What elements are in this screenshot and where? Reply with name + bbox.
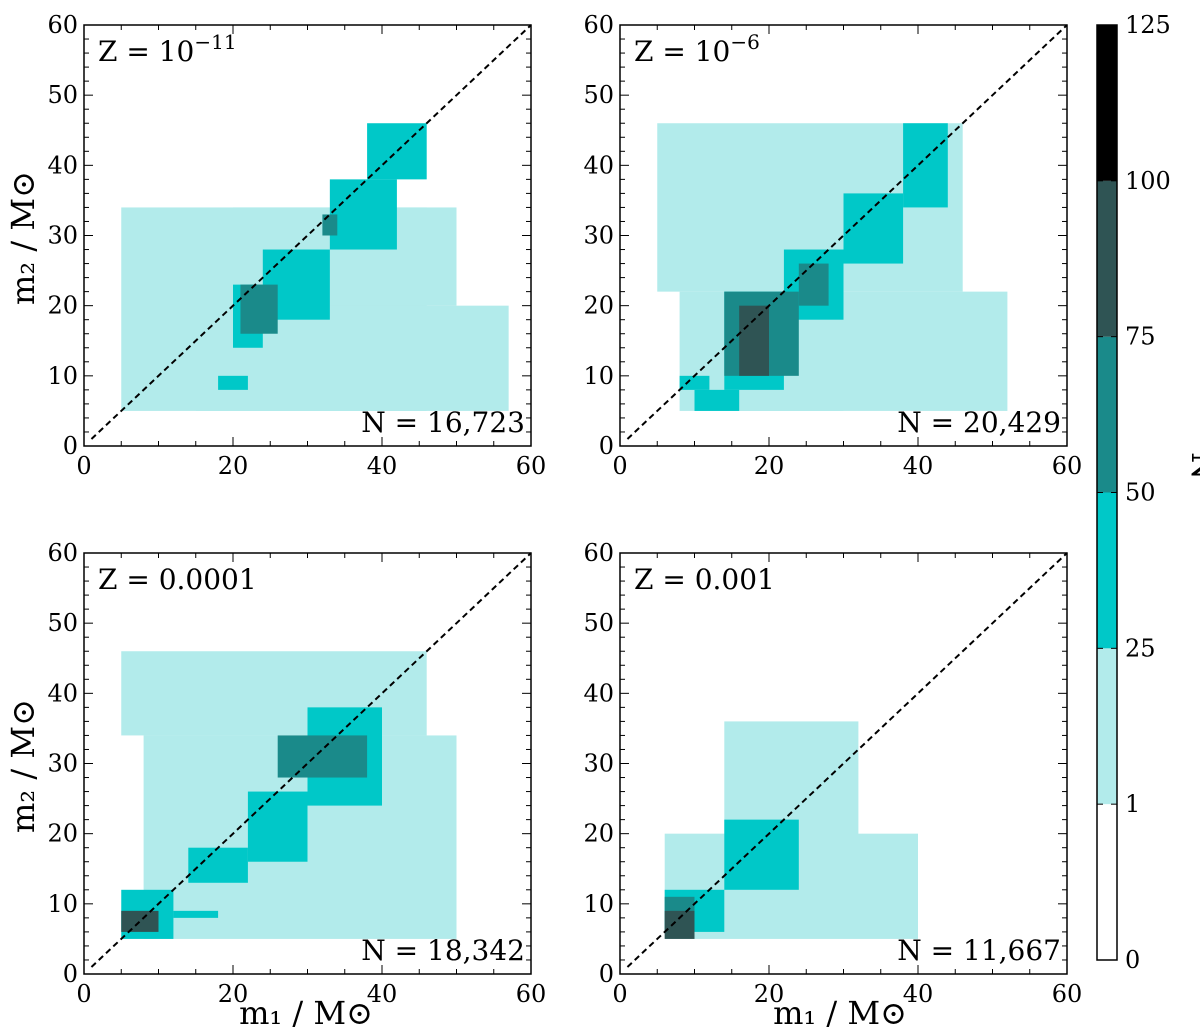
y-tick-label: 30 (47, 222, 78, 250)
x-tick-label: 60 (516, 980, 547, 1008)
density-region (173, 910, 219, 918)
x-tick-label: 0 (76, 980, 91, 1008)
y-tick-label: 60 (583, 539, 614, 567)
y-axis-label-bottom: m₂ / M⊙ (4, 699, 42, 833)
panel-2: 0 20 40 60 0 10 20 30 40 50 60 Z = 10−6 N = 20,429 (583, 11, 1082, 480)
y-tick-label: 60 (47, 11, 78, 39)
colorbar: 01255075100125N (1096, 11, 1200, 974)
colorbar-tick-label: 125 (1125, 11, 1171, 39)
diagonal-line (90, 552, 532, 968)
y-tick-label: 60 (583, 11, 614, 39)
y-tick-label: 20 (47, 820, 78, 848)
y-tick-label: 50 (583, 609, 614, 637)
x-tick-label: 0 (76, 452, 91, 480)
colorbar-tick-label: 50 (1125, 479, 1156, 507)
y-tick-label: 20 (583, 292, 614, 320)
x-tick-label: 40 (903, 980, 934, 1008)
panel-label: Z = 10−11 (98, 30, 237, 68)
x-tick-label: 60 (516, 452, 547, 480)
density-region (679, 375, 710, 390)
density-region (694, 389, 740, 411)
density-region (724, 819, 799, 890)
y-tick-label: 20 (583, 820, 614, 848)
density-region (664, 910, 695, 939)
panel-label: Z = 0.001 (634, 563, 775, 596)
y-tick-label: 0 (63, 432, 78, 460)
density-region (739, 305, 769, 376)
y-tick-label: 10 (47, 362, 78, 390)
y-tick-label: 10 (47, 890, 78, 918)
x-tick-label: 20 (218, 980, 249, 1008)
panel-3: 0 20 40 60 0 10 20 30 40 50 60 Z = 0.0001 N = 18,342 (47, 539, 546, 1008)
x-tick-label: 20 (754, 452, 785, 480)
y-tick-label: 40 (583, 679, 614, 707)
y-tick-label: 30 (47, 750, 78, 778)
y-tick-label: 40 (47, 679, 78, 707)
density-region (247, 791, 308, 862)
colorbar-label: N (1184, 452, 1200, 480)
count-label: N = 11,667 (897, 934, 1061, 967)
y-tick-label: 30 (583, 750, 614, 778)
density-region (903, 123, 948, 208)
panel-1: 0 20 40 60 0 10 20 30 40 50 60 Z = 10−11 N = 16,723 (47, 11, 546, 480)
count-label: N = 18,342 (361, 934, 525, 967)
colorbar-tick-label: 25 (1125, 634, 1156, 662)
density-region (798, 263, 829, 306)
y-tick-label: 30 (583, 222, 614, 250)
count-label: N = 16,723 (361, 406, 525, 439)
y-tick-label: 20 (47, 292, 78, 320)
x-axis-label-left: m₁ / M⊙ (239, 994, 373, 1032)
colorbar-tick-label: 1 (1125, 790, 1140, 818)
y-tick-label: 0 (599, 432, 614, 460)
density-region (322, 214, 338, 236)
density-region (843, 193, 904, 264)
density-region (277, 735, 368, 778)
diagonal-line (626, 24, 1068, 440)
y-tick-label: 10 (583, 890, 614, 918)
x-tick-label: 40 (903, 452, 934, 480)
colorbar-tick-label: 100 (1125, 167, 1171, 195)
x-tick-label: 40 (367, 452, 398, 480)
y-tick-label: 40 (583, 151, 614, 179)
count-label: N = 20,429 (897, 406, 1061, 439)
x-axis-label-right: m₁ / M⊙ (773, 994, 907, 1032)
diagonal-line (626, 552, 1068, 968)
y-tick-label: 60 (47, 539, 78, 567)
y-tick-label: 0 (63, 960, 78, 988)
colorbar-tick-label: 75 (1125, 323, 1156, 351)
x-tick-label: 60 (1052, 980, 1083, 1008)
colorbar-segment (1097, 336, 1117, 493)
panel-4: 0 20 40 60 0 10 20 30 40 50 60 Z = 0.001 N = 11,667 (583, 539, 1082, 1008)
density-region (329, 179, 397, 250)
x-tick-label: 20 (754, 980, 785, 1008)
x-tick-label: 20 (218, 452, 249, 480)
density-region (240, 284, 278, 334)
density-region (188, 847, 248, 883)
x-tick-label: 0 (612, 452, 627, 480)
x-tick-label: 60 (1052, 452, 1083, 480)
colorbar-segment (1097, 804, 1117, 960)
y-axis-label-top: m₂ / M⊙ (4, 171, 42, 305)
x-tick-label: 0 (612, 980, 627, 1008)
y-tick-label: 0 (599, 960, 614, 988)
colorbar-segment (1097, 492, 1117, 649)
colorbar-segment (1097, 648, 1117, 805)
density-region (121, 910, 159, 932)
y-tick-label: 50 (47, 81, 78, 109)
y-tick-label: 50 (47, 609, 78, 637)
panel-label: Z = 0.0001 (98, 563, 257, 596)
y-tick-label: 10 (583, 362, 614, 390)
y-tick-label: 40 (47, 151, 78, 179)
colorbar-tick-label: 0 (1125, 946, 1140, 974)
y-tick-label: 50 (583, 81, 614, 109)
x-tick-label: 40 (367, 980, 398, 1008)
colorbar-segment (1097, 25, 1117, 181)
colorbar-segment (1097, 180, 1117, 337)
panel-label: Z = 10−6 (634, 30, 760, 68)
density-region (218, 375, 248, 390)
diagonal-line (90, 24, 532, 440)
